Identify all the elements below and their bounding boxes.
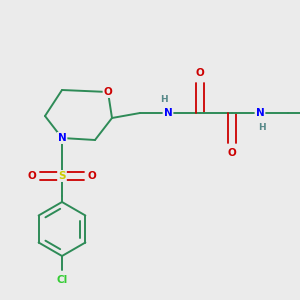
Text: N: N [58, 133, 66, 143]
Text: O: O [28, 171, 36, 181]
Text: O: O [88, 171, 96, 181]
Text: H: H [160, 94, 168, 103]
Text: O: O [88, 171, 96, 181]
Text: N: N [164, 108, 172, 118]
Text: N: N [256, 108, 264, 118]
Text: H: H [258, 122, 266, 131]
Text: N: N [58, 133, 66, 143]
Text: H: H [160, 94, 168, 103]
Text: S: S [58, 171, 66, 181]
Text: H: H [258, 122, 266, 131]
Text: N: N [164, 108, 172, 118]
Text: O: O [103, 87, 112, 97]
Text: O: O [28, 171, 36, 181]
Text: Cl: Cl [56, 275, 68, 285]
Text: O: O [228, 148, 236, 158]
Text: N: N [256, 108, 264, 118]
Text: S: S [58, 171, 66, 181]
Text: O: O [103, 87, 112, 97]
Text: O: O [196, 68, 204, 78]
Text: Cl: Cl [56, 275, 68, 285]
Text: O: O [196, 68, 204, 78]
Text: O: O [228, 148, 236, 158]
